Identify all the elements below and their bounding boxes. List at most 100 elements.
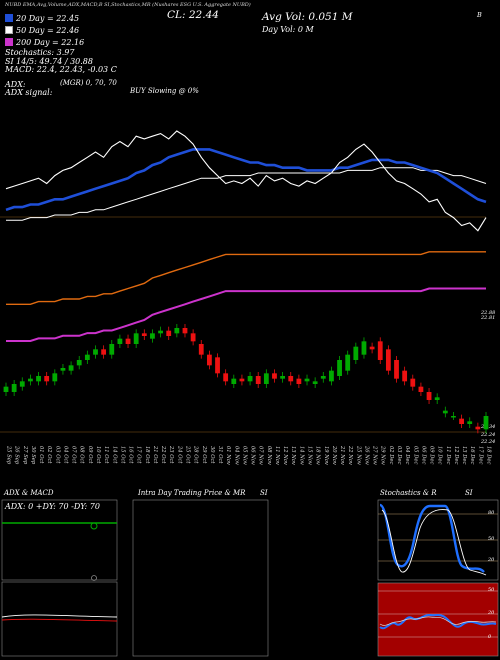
candle-body <box>410 378 416 387</box>
avg-volume-label: Avg Vol: 0.051 M <box>262 11 353 23</box>
candle-body <box>280 376 286 379</box>
date-tick-label: 13 Nov <box>290 446 296 465</box>
date-tick-label: 10 Oct <box>95 446 101 464</box>
candle-body <box>377 341 383 360</box>
candle-body <box>418 386 424 392</box>
candle-body <box>247 376 253 382</box>
stochastics-si-label: SI <box>465 489 473 497</box>
legend-ema20: 20 Day = 22.45 <box>5 14 79 23</box>
legend-stochastics: Stochastics: 3.97 <box>5 48 75 57</box>
candle-body <box>288 376 294 382</box>
candle-body <box>223 373 229 382</box>
candle-body <box>239 378 245 382</box>
candle-body <box>19 381 25 387</box>
macd-signal-line <box>1 618 118 622</box>
price-chart: 25 Sep 26 Sep 27 Sep 30 Sep 01 Oct 02 Oct 03 O… <box>0 130 492 465</box>
date-tick-label: 04 Oct <box>62 446 68 464</box>
date-tick-label: 24 Oct <box>176 445 182 464</box>
candle-body <box>190 333 196 342</box>
date-tick-label: 04 Dec <box>404 446 410 464</box>
date-tick-label: 18 Nov <box>315 446 321 465</box>
adx-marker <box>90 522 98 530</box>
date-tick-label: 14 Oct <box>111 446 117 464</box>
candle-body <box>117 338 123 344</box>
candle-body <box>304 378 310 382</box>
date-tick-label: 16 Dec <box>469 446 475 464</box>
candle-body <box>312 381 318 384</box>
candle-body <box>76 360 82 366</box>
date-tick-label: 25 Nov <box>355 445 361 465</box>
date-tick-label: 17 Dec <box>477 446 483 464</box>
candle-body <box>84 354 90 360</box>
candle-body <box>475 426 481 430</box>
date-tick-label: 27 Sep <box>22 445 28 465</box>
candle-body <box>361 341 367 355</box>
candle-body <box>272 373 277 379</box>
date-tick-label: 03 Oct <box>54 446 60 464</box>
candle-body <box>385 349 391 371</box>
magenta-line <box>6 287 486 342</box>
day-volume-label: Day Vol: 0 M <box>262 25 314 34</box>
candle-body <box>182 328 188 334</box>
si-level: 20 <box>488 610 495 616</box>
candle-body <box>255 376 261 384</box>
candle-body <box>133 333 139 344</box>
legend-adx: ADX: <box>5 80 26 89</box>
date-tick-label: 12 Dec <box>453 446 459 464</box>
close-label: CL: 22.44 <box>167 9 219 21</box>
candle-body <box>231 378 237 384</box>
date-tick-label: 31 Oct <box>217 446 223 464</box>
legend-ema50: 50 Day = 22.46 <box>5 26 79 35</box>
candle-body <box>198 344 204 355</box>
legend-adx-signal: ADX signal: <box>5 88 53 97</box>
candle-body <box>483 416 489 430</box>
candle-body <box>109 344 115 355</box>
stoch-d-line <box>381 509 487 576</box>
legend-macd: MACD: 22.4, 22.43, -0.03 C <box>5 65 117 74</box>
candle-body <box>150 333 155 339</box>
candle-body <box>68 365 74 371</box>
candle-body <box>320 376 326 379</box>
candle-body <box>101 349 107 355</box>
candle-body <box>11 384 17 392</box>
date-tick-label: 22 Nov <box>347 445 353 465</box>
date-tick-label: 25 Sep <box>6 445 12 465</box>
candle-body <box>36 376 41 382</box>
date-tick-label: 08 Oct <box>79 446 85 464</box>
legend-buy-signal: BUY Slowing @ 0% <box>130 87 199 95</box>
candle-body <box>426 392 432 400</box>
candle-body <box>206 354 212 366</box>
adx-marker <box>91 575 97 581</box>
candle-body <box>93 349 98 355</box>
date-tick-label: 12 Nov <box>282 446 288 465</box>
date-tick-label: 18 Oct <box>144 446 150 464</box>
stoch-level: 50 <box>488 536 495 542</box>
candle-body <box>394 360 399 379</box>
ema200-line <box>6 251 486 305</box>
date-tick-label: 29 Nov <box>380 445 386 465</box>
candle-body <box>451 416 456 418</box>
candle-body <box>215 357 220 374</box>
date-tick-label: 03 Dec <box>396 446 402 464</box>
candle-body <box>141 333 147 336</box>
candle-body <box>28 378 33 382</box>
date-tick-label: 16 Oct <box>128 446 134 464</box>
adx-panel-title: ADX & MACD <box>4 489 54 497</box>
date-tick-label: 10 Dec <box>437 446 443 464</box>
date-tick-label: 02 Dec <box>388 446 394 464</box>
date-tick-label: 28 Oct <box>193 445 199 464</box>
ema50-line <box>6 167 487 221</box>
date-tick-label: 11 Oct <box>103 446 109 464</box>
stochastics-panel-title: Stochastics & R <box>380 489 437 497</box>
date-tick-label: 30 Oct <box>209 446 215 464</box>
candle-body <box>125 338 131 344</box>
candle-body <box>369 346 375 350</box>
si-level: 50 <box>488 587 495 593</box>
candle-body <box>60 368 66 371</box>
date-tick-label: 01 Oct <box>38 446 44 464</box>
date-tick-label: 06 Dec <box>420 446 426 464</box>
price-tick-top: 22.88 <box>481 310 496 316</box>
candle-body <box>459 418 464 424</box>
date-tick-label: 29 Oct <box>201 445 207 464</box>
